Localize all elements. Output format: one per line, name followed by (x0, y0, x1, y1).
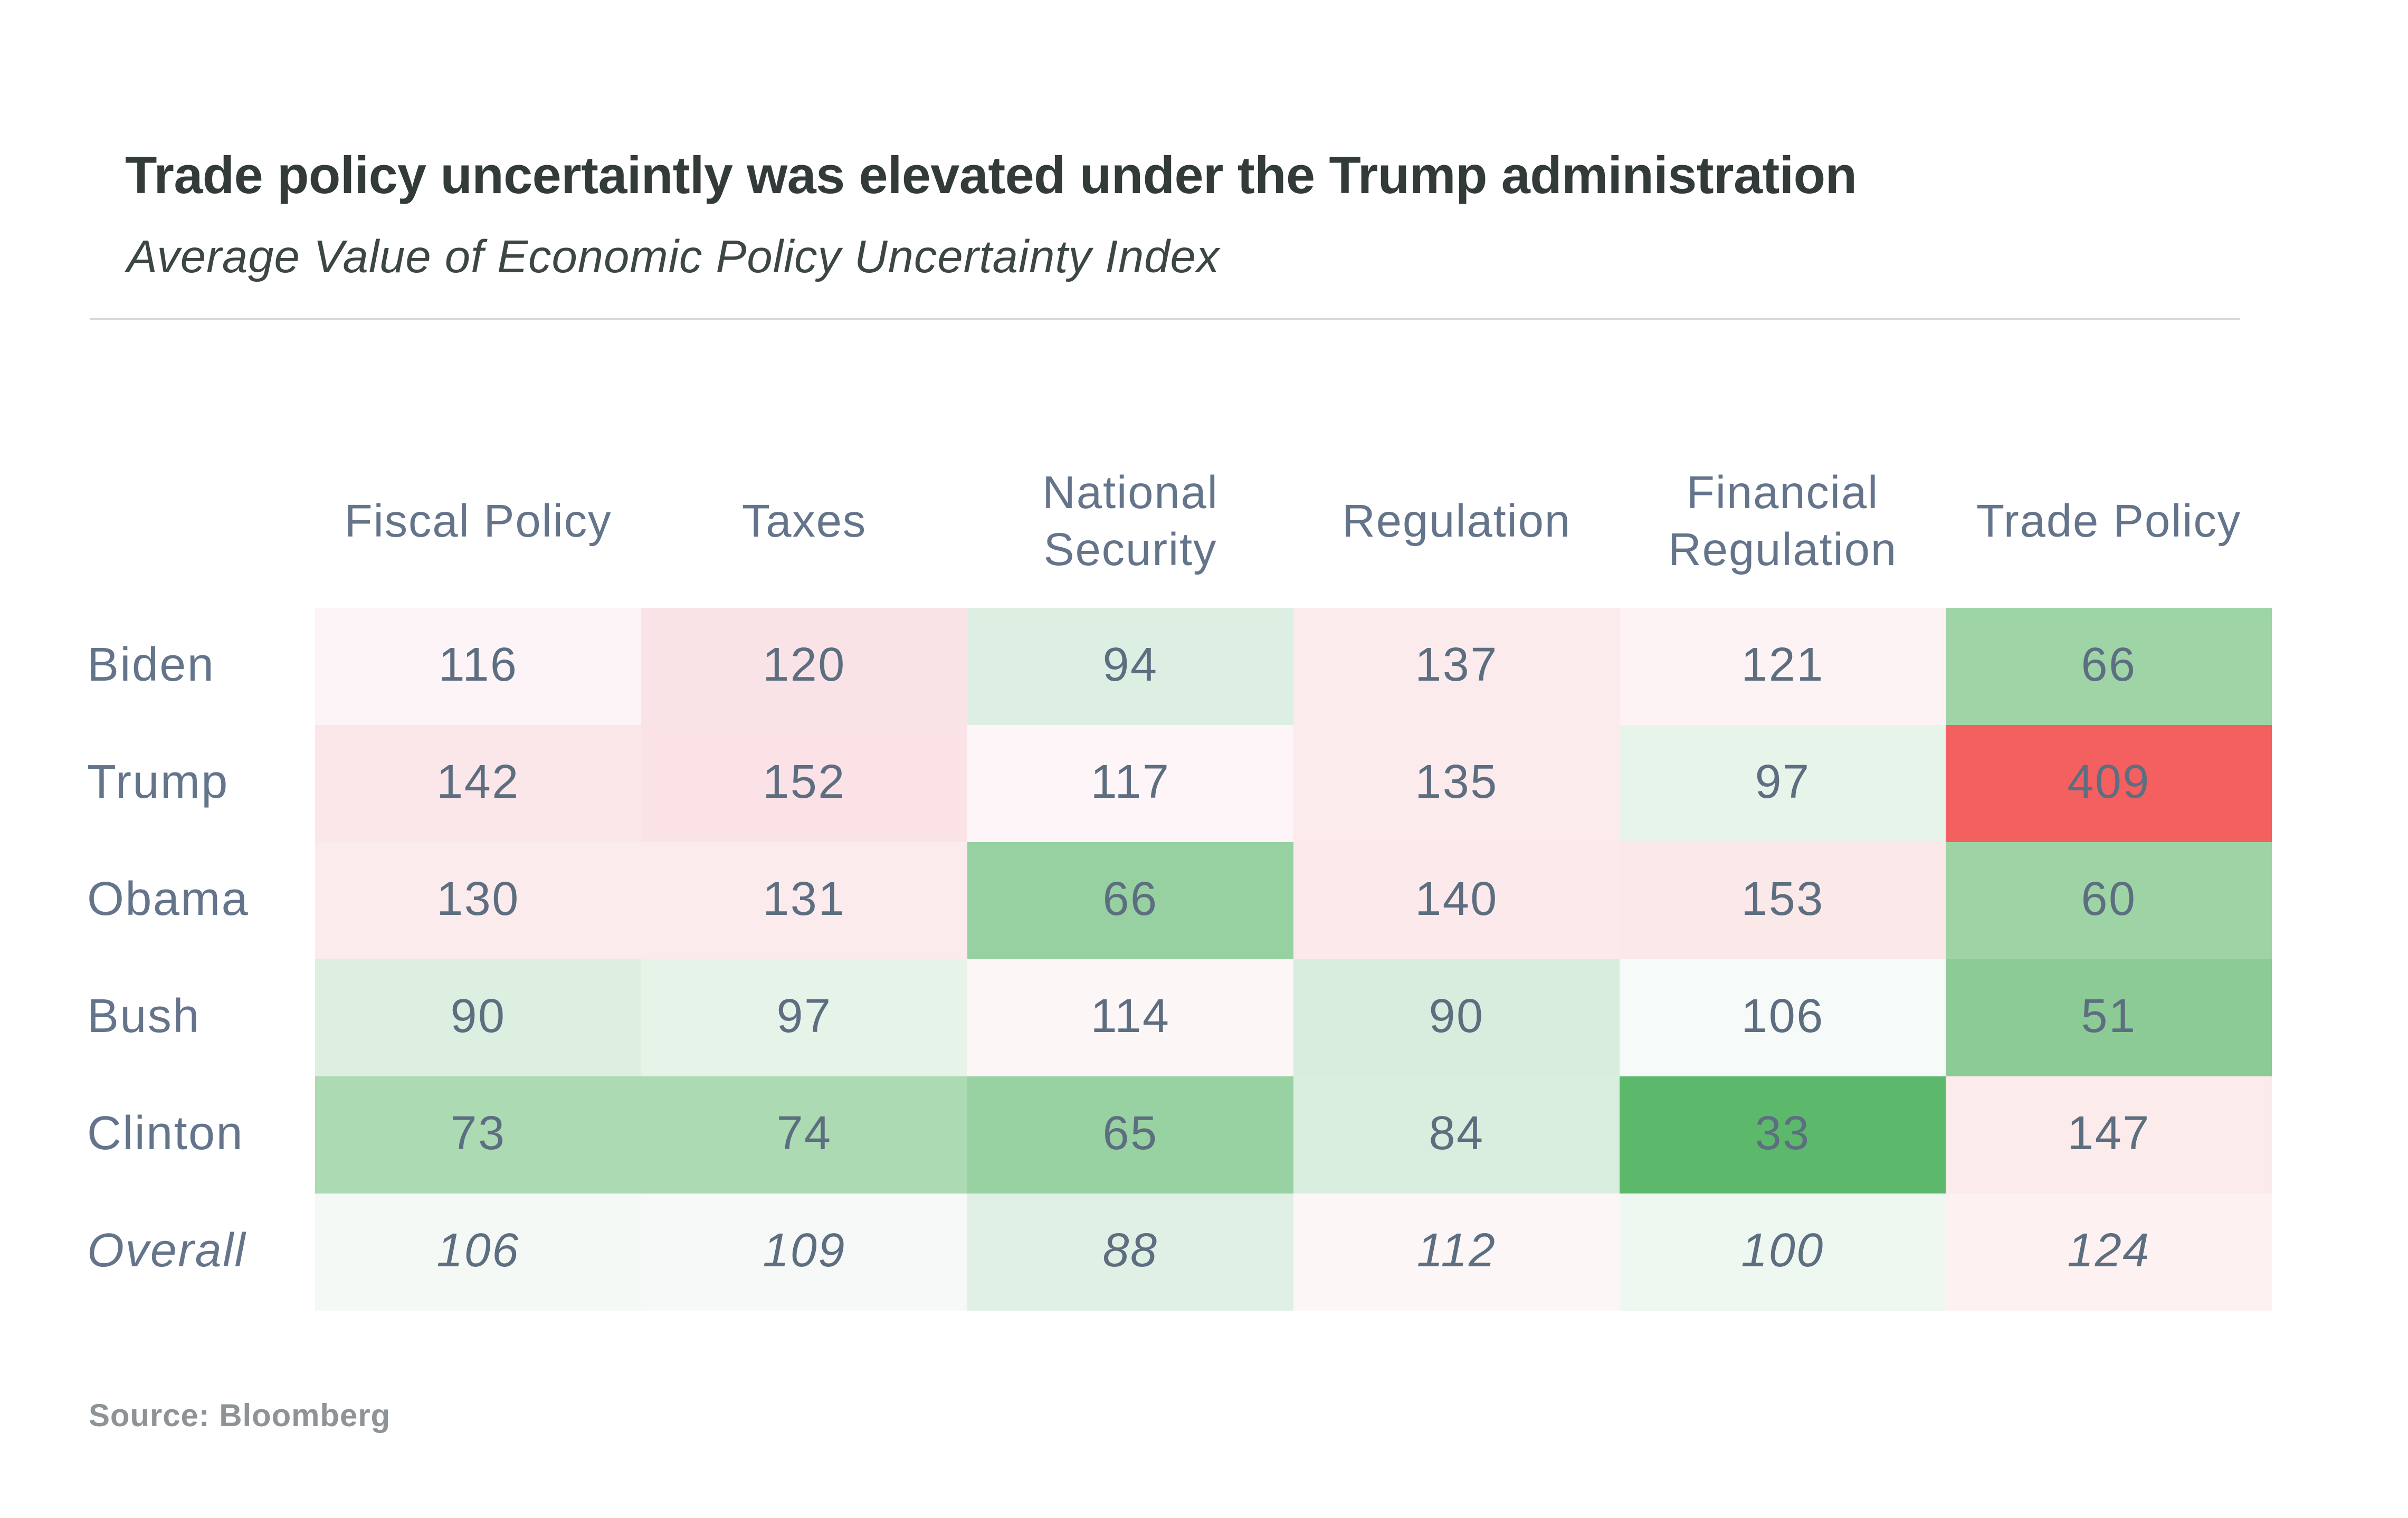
heatmap-cell-trump-taxes: 152 (641, 725, 967, 842)
table-row-bush: Bush 90 97 114 90 106 51 (87, 959, 2272, 1076)
column-header-regulation: Regulation (1342, 497, 1571, 548)
heatmap-cell-biden-fiscal-policy: 116 (315, 608, 641, 725)
table-row-clinton: Clinton 73 74 65 84 33 147 (87, 1076, 2272, 1194)
heatmap-cell-trump-financial-regulation: 97 (1620, 725, 1946, 842)
heatmap-cell-bush-trade-policy: 51 (1946, 959, 2272, 1076)
heatmap-cell-obama-national-security: 66 (967, 842, 1293, 959)
source-note: Source: Bloomberg (89, 1399, 391, 1434)
heatmap-cell-overall-taxes: 109 (641, 1194, 967, 1311)
row-label-overall: Overall (87, 1225, 246, 1277)
column-header-trade-policy: Trade Policy (1976, 497, 2241, 548)
heatmap-cell-trump-trade-policy: 409 (1946, 725, 2272, 842)
heatmap-cell-biden-financial-regulation: 121 (1620, 608, 1946, 725)
heatmap-cell-clinton-taxes: 74 (641, 1076, 967, 1194)
column-header-row: Fiscal Policy Taxes National Security Regul… (87, 440, 2272, 608)
heatmap-cell-clinton-fiscal-policy: 73 (315, 1076, 641, 1194)
row-label-trump: Trump (87, 757, 229, 809)
table-row-obama: Obama 130 131 66 140 153 60 (87, 842, 2272, 959)
heatmap-cell-clinton-financial-regulation: 33 (1620, 1076, 1946, 1194)
heatmap-cell-overall-national-security: 88 (967, 1194, 1293, 1311)
heatmap-cell-obama-taxes: 131 (641, 842, 967, 959)
row-label-clinton: Clinton (87, 1108, 244, 1160)
heatmap-cell-overall-fiscal-policy: 106 (315, 1194, 641, 1311)
heatmap-cell-clinton-regulation: 84 (1293, 1076, 1620, 1194)
chart-subtitle: Average Value of Economic Policy Uncerta… (127, 233, 1220, 283)
heatmap-table: Fiscal Policy Taxes National Security Regul… (87, 440, 2272, 1311)
heatmap-cell-bush-national-security: 114 (967, 959, 1293, 1076)
column-header-national-security: National Security (1042, 469, 1219, 576)
divider-line (90, 318, 2240, 321)
heatmap-cell-biden-trade-policy: 66 (1946, 608, 2272, 725)
heatmap-cell-bush-taxes: 97 (641, 959, 967, 1076)
heatmap-cell-clinton-national-security: 65 (967, 1076, 1293, 1194)
table-row-biden: Biden 116 120 94 137 121 66 (87, 608, 2272, 725)
row-label-obama: Obama (87, 874, 250, 926)
heatmap-cell-clinton-trade-policy: 147 (1946, 1076, 2272, 1194)
table-row-trump: Trump 142 152 117 135 97 409 (87, 725, 2272, 842)
column-header-fiscal-policy: Fiscal Policy (344, 497, 612, 548)
heatmap-cell-trump-regulation: 135 (1293, 725, 1620, 842)
heatmap-cell-biden-regulation: 137 (1293, 608, 1620, 725)
heatmap-cell-biden-national-security: 94 (967, 608, 1293, 725)
heatmap-cell-biden-taxes: 120 (641, 608, 967, 725)
heatmap-cell-bush-fiscal-policy: 90 (315, 959, 641, 1076)
column-header-financial-regulation: Financial Regulation (1668, 469, 1897, 576)
heatmap-cell-obama-regulation: 140 (1293, 842, 1620, 959)
heatmap-cell-overall-regulation: 112 (1293, 1194, 1620, 1311)
heatmap-cell-trump-national-security: 117 (967, 725, 1293, 842)
chart-title: Trade policy uncertaintly was elevated u… (125, 146, 1857, 204)
heatmap-cell-bush-financial-regulation: 106 (1620, 959, 1946, 1076)
heatmap-cell-trump-fiscal-policy: 142 (315, 725, 641, 842)
heatmap-cell-obama-trade-policy: 60 (1946, 842, 2272, 959)
row-label-bush: Bush (87, 991, 201, 1043)
row-label-biden: Biden (87, 639, 215, 692)
table-row-overall: Overall 106 109 88 112 100 124 (87, 1194, 2272, 1311)
column-header-taxes: Taxes (741, 497, 867, 548)
heatmap-cell-bush-regulation: 90 (1293, 959, 1620, 1076)
heatmap-cell-obama-financial-regulation: 153 (1620, 842, 1946, 959)
heatmap-cell-overall-trade-policy: 124 (1946, 1194, 2272, 1311)
heatmap-cell-overall-financial-regulation: 100 (1620, 1194, 1946, 1311)
heatmap-cell-obama-fiscal-policy: 130 (315, 842, 641, 959)
